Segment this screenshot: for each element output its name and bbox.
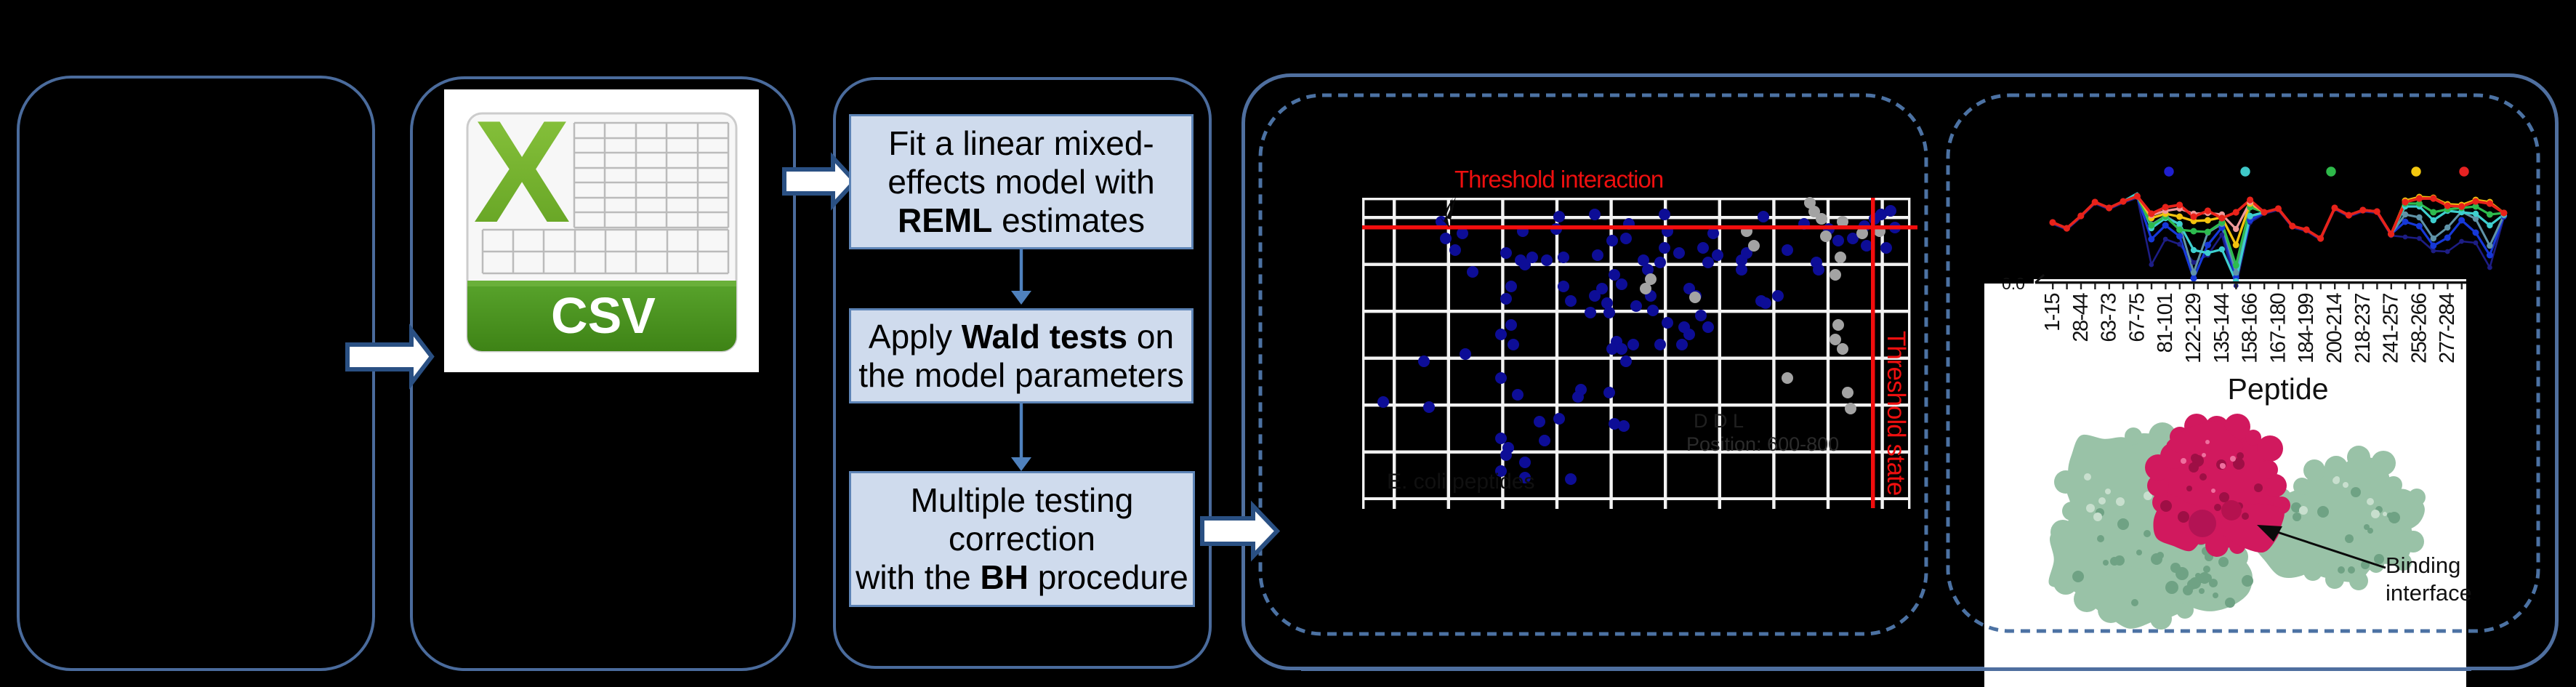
svg-text:67-75: 67-75 [2125, 294, 2149, 342]
svg-text:D D L: D D L [1694, 410, 1744, 432]
svg-text:63-73: 63-73 [2098, 294, 2121, 342]
svg-text:241-257: 241-257 [2380, 294, 2403, 363]
svg-text:135-144: 135-144 [2210, 293, 2234, 363]
svg-text:200-214: 200-214 [2323, 293, 2346, 363]
svg-text:167-180: 167-180 [2266, 294, 2290, 363]
svg-text:Peptide: Peptide [2227, 372, 2328, 406]
svg-text:Position: 600-800: Position: 600-800 [1686, 433, 1839, 455]
svg-text:28-44: 28-44 [2069, 293, 2093, 342]
svg-text:interface: interface [2386, 580, 2472, 606]
svg-text:Binding: Binding [2386, 553, 2460, 578]
svg-text:X: X [473, 91, 570, 253]
svg-text:277-284: 277-284 [2436, 293, 2459, 363]
svg-text:158-166: 158-166 [2239, 294, 2262, 363]
svg-text:218-237: 218-237 [2351, 294, 2375, 363]
svg-text:CSV: CSV [551, 287, 656, 344]
svg-text:81-101: 81-101 [2154, 294, 2177, 353]
svg-text:E. coli peptides: E. coli peptides [1387, 470, 1534, 494]
svg-text:258-266: 258-266 [2407, 294, 2431, 363]
svg-text:184-199: 184-199 [2295, 294, 2318, 363]
svg-text:Threshold state: Threshold state [1882, 331, 1910, 495]
svg-text:1-15: 1-15 [2041, 294, 2064, 332]
svg-text:122-129: 122-129 [2182, 294, 2205, 363]
svg-text:Threshold interaction: Threshold interaction [1454, 166, 1663, 193]
